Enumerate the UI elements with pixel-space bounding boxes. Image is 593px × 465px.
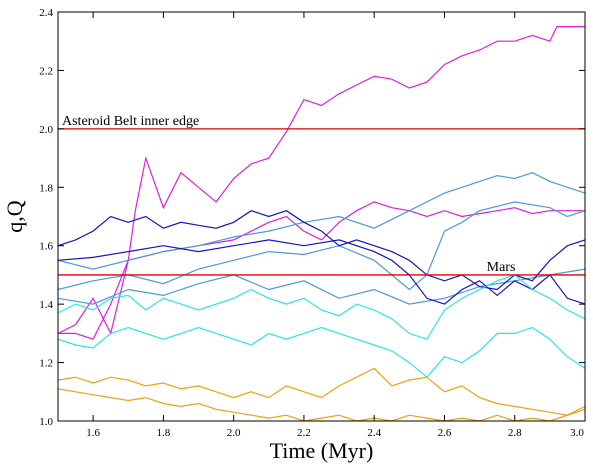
x-tick: 2.6 [438, 12, 452, 439]
y-tick-label: 1.6 [39, 241, 53, 253]
x-tick-label: 2.2 [297, 427, 311, 439]
x-tick: 2.8 [508, 12, 522, 439]
y-tick: 1.2 [39, 358, 585, 370]
series-layer [57, 26, 586, 422]
y-tick-label: 1.4 [39, 299, 53, 311]
x-tick-label: 2.6 [438, 427, 452, 439]
plot-frame [57, 11, 586, 422]
y-tick: 2.0 [39, 124, 585, 136]
reference-line-label-1: Asteroid Belt inner edge [62, 114, 199, 129]
y-tick: 1.4 [39, 299, 585, 311]
ticks-layer: 1.6 1.8 2.0 2.2 2.4 2.6 2.8 3.0 1.0 1.2 1.4 1.6 1.8 2… [39, 7, 586, 439]
series-line-10 [57, 367, 586, 416]
y-tick-label: 1.8 [39, 182, 53, 194]
y-tick: 2.4 [39, 7, 585, 19]
series-line-1 [57, 26, 585, 336]
y-tick: 1.0 [39, 416, 585, 428]
x-tick: 2.0 [227, 12, 241, 439]
y-tick-label: 2.0 [39, 124, 53, 136]
y-tick: 1.8 [39, 182, 585, 194]
y-axis-label: q,Q [2, 200, 27, 233]
x-tick: 2.4 [367, 12, 382, 439]
x-tick: 1.6 [86, 12, 101, 439]
x-tick: 3.0 [570, 12, 586, 439]
y-tick: 1.6 [39, 241, 585, 253]
series-line-4 [57, 201, 586, 291]
x-tick-label: 3.0 [570, 427, 584, 439]
series-line-7 [57, 239, 586, 305]
x-tick-label: 1.6 [86, 427, 100, 439]
x-axis-label: Time (Myr) [270, 438, 374, 463]
y-tick-label: 2.2 [39, 65, 53, 77]
series-line-3 [57, 172, 586, 270]
x-tick-label: 2.8 [508, 427, 522, 439]
x-tick: 1.8 [157, 12, 171, 439]
y-tick-label: 1.0 [39, 416, 53, 428]
series-line-6 [57, 210, 586, 291]
reference-lines: Asteroid Belt inner edge Mars [58, 114, 585, 276]
series-line-11 [57, 388, 586, 422]
x-tick-label: 1.8 [157, 427, 171, 439]
series-line-8 [57, 274, 586, 340]
x-tick-label: 2.4 [367, 427, 381, 439]
x-tick: 2.2 [297, 12, 311, 439]
y-tick: 2.2 [39, 65, 585, 77]
series-line-5 [57, 268, 586, 305]
y-tick-label: 2.4 [39, 7, 53, 19]
y-tick-label: 1.2 [39, 358, 53, 370]
series-line-9 [57, 326, 586, 379]
x-tick-label: 2.0 [227, 427, 241, 439]
reference-line-label-2: Mars [487, 260, 516, 275]
